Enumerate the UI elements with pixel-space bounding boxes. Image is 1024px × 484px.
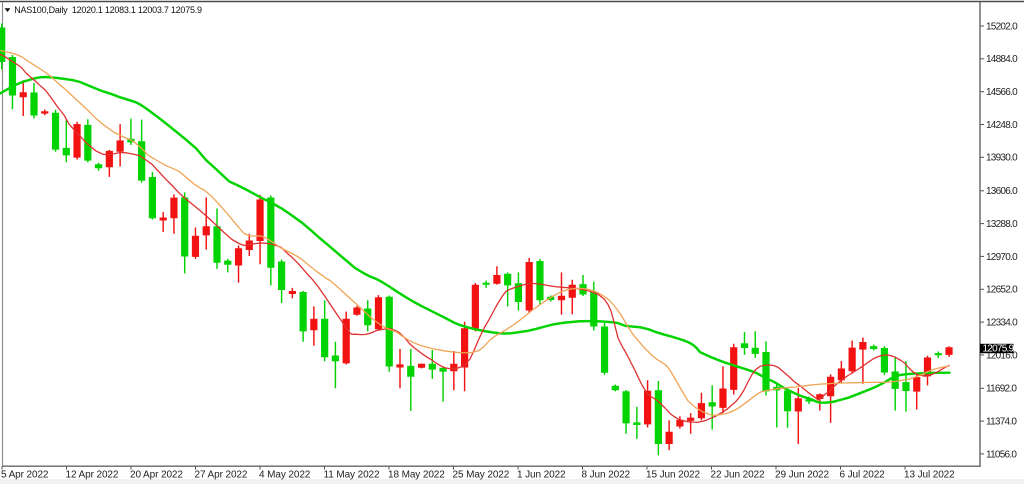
svg-text:11374.0: 11374.0 [986, 417, 1017, 428]
svg-text:11692.0: 11692.0 [986, 384, 1017, 395]
svg-text:12075.9: 12075.9 [983, 344, 1015, 355]
svg-text:8 Jun 2022: 8 Jun 2022 [582, 470, 631, 481]
svg-text:13930.0: 13930.0 [986, 153, 1018, 164]
svg-text:4 May 2022: 4 May 2022 [259, 470, 311, 481]
svg-text:12016.0: 12016.0 [986, 350, 1018, 361]
svg-text:27 Apr 2022: 27 Apr 2022 [195, 470, 248, 481]
svg-text:5 Apr 2022: 5 Apr 2022 [1, 470, 49, 481]
svg-text:20 Apr 2022: 20 Apr 2022 [130, 470, 183, 481]
svg-text:12 Apr 2022: 12 Apr 2022 [66, 470, 119, 481]
svg-text:6 Jul 2022: 6 Jul 2022 [840, 470, 886, 481]
svg-text:18 May 2022: 18 May 2022 [388, 470, 445, 481]
svg-text:14566.0: 14566.0 [986, 87, 1018, 98]
svg-text:29 Jun 2022: 29 Jun 2022 [775, 470, 829, 481]
svg-text:13 Jul 2022: 13 Jul 2022 [904, 470, 955, 481]
svg-text:12970.0: 12970.0 [986, 252, 1018, 263]
svg-text:25 May 2022: 25 May 2022 [453, 470, 510, 481]
svg-text:15 Jun 2022: 15 Jun 2022 [646, 470, 700, 481]
svg-text:11056.0: 11056.0 [986, 449, 1017, 460]
svg-text:22 Jun 2022: 22 Jun 2022 [711, 470, 765, 481]
svg-text:15202.0: 15202.0 [986, 21, 1018, 32]
svg-text:11 May 2022: 11 May 2022 [324, 470, 381, 481]
svg-text:12652.0: 12652.0 [986, 285, 1018, 296]
svg-text:14248.0: 14248.0 [986, 120, 1018, 131]
svg-text:13288.0: 13288.0 [986, 219, 1018, 230]
svg-text:14884.0: 14884.0 [986, 54, 1018, 65]
svg-text:NAS100,Daily 12020.1 12083.1: NAS100,Daily 12020.1 12083.1 12003.7 120… [14, 5, 202, 15]
svg-text:13606.0: 13606.0 [986, 186, 1018, 197]
svg-text:1 Jun 2022: 1 Jun 2022 [517, 470, 566, 481]
svg-text:12334.0: 12334.0 [986, 318, 1018, 329]
